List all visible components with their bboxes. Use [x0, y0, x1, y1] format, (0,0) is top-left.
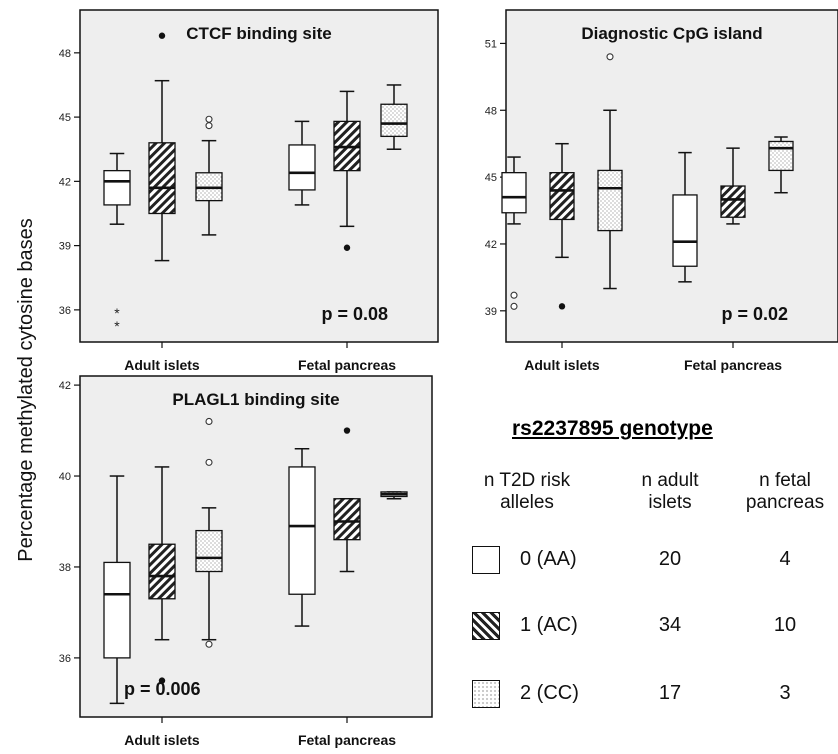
box-iqr — [103, 169, 131, 206]
legend-genotype-0: 0 (AA) — [520, 548, 577, 570]
outlier-point — [205, 640, 213, 648]
y-tick-label: 48 — [59, 48, 71, 60]
legend-title: rs2237895 genotype — [512, 417, 713, 440]
box-1-ac-adult — [148, 32, 176, 262]
box-1-ac-adult — [148, 466, 176, 684]
legend-n-fetal-0: 4 — [779, 548, 791, 570]
outlier-point — [205, 458, 213, 466]
box-2-cc-fetal — [768, 136, 794, 194]
outlier-point — [558, 303, 566, 310]
x-category-label: Fetal pancreas — [298, 732, 396, 748]
y-tick-label: 40 — [59, 471, 71, 483]
box-iqr — [288, 466, 316, 595]
outlier-point — [343, 244, 351, 251]
box-1-ac-fetal — [333, 90, 361, 251]
box-iqr — [333, 498, 361, 541]
box-0-aa-adult — [103, 475, 131, 705]
panel-title: PLAGL1 binding site — [172, 390, 339, 409]
y-tick-label: 36 — [59, 653, 71, 665]
box-iqr — [549, 172, 575, 221]
box-0-aa-adult: ** — [103, 152, 131, 334]
outlier-point — [510, 302, 518, 310]
outlier-point — [158, 32, 166, 39]
legend-swatch-2-cc — [472, 680, 500, 708]
legend-header-adult-islets: n adult islets — [641, 470, 699, 513]
outlier-star: * — [114, 318, 120, 334]
p-value-label: p = 0.08 — [321, 304, 388, 324]
box-0-aa-fetal — [288, 447, 316, 627]
legend-swatch-1-ac — [472, 612, 500, 640]
panel-title: Diagnostic CpG island — [581, 24, 762, 43]
chart-panels: CTCF binding site 36 39 42 45 48 Adult islets F… — [59, 9, 838, 748]
outlier-point — [510, 291, 518, 299]
x-category-label: Fetal pancreas — [684, 357, 782, 373]
outlier-point — [205, 417, 213, 426]
y-tick-label: 45 — [59, 112, 71, 124]
p-value-label: p = 0.006 — [124, 679, 201, 699]
box-iqr — [148, 142, 176, 215]
box-0-aa-fetal — [672, 151, 698, 283]
panel-frame — [79, 9, 439, 343]
panel-1: CTCF binding site 36 39 42 45 48 Adult islets F… — [59, 9, 439, 373]
panel-frame — [79, 375, 433, 718]
legend-swatch-0-aa — [472, 546, 500, 574]
outlier-point — [343, 427, 351, 434]
y-tick-label: 51 — [485, 38, 497, 50]
legend-n-adult-0: 20 — [658, 548, 682, 570]
y-tick-label: 38 — [59, 562, 71, 574]
box-1-ac-fetal — [333, 427, 361, 573]
box-1-ac-adult — [549, 142, 575, 310]
p-value-label: p = 0.02 — [721, 304, 788, 324]
panel-2: Diagnostic CpG island 39 42 45 48 51 Adult isl… — [485, 9, 838, 373]
y-tick-label: 42 — [59, 380, 71, 392]
y-tick-label: 45 — [485, 172, 497, 184]
box-iqr — [380, 103, 408, 138]
box-iqr — [501, 172, 527, 214]
box-2-cc-adult — [597, 53, 623, 290]
box-iqr — [288, 144, 316, 191]
box-iqr — [103, 561, 131, 659]
legend-n-fetal-1: 10 — [773, 614, 797, 636]
x-category-label: Fetal pancreas — [298, 357, 396, 373]
y-tick-label: 42 — [485, 239, 497, 251]
box-iqr — [148, 543, 176, 600]
box-2-cc-adult — [195, 417, 223, 648]
y-tick-label: 42 — [59, 176, 71, 188]
panel-3: PLAGL1 binding site 36 38 40 42 Adult islets F… — [59, 375, 433, 748]
panel-title: CTCF binding site — [186, 24, 331, 43]
y-tick-label: 39 — [485, 306, 497, 318]
legend-n-adult-1: 34 — [658, 614, 682, 636]
box-iqr — [720, 185, 746, 218]
x-category-label: Adult islets — [524, 357, 600, 373]
y-tick-label: 36 — [59, 305, 71, 317]
legend-n-fetal-2: 3 — [779, 682, 791, 704]
outlier-star: * — [114, 305, 120, 321]
legend-genotype-2: 2 (CC) — [520, 682, 579, 704]
box-0-aa-fetal — [288, 120, 316, 206]
box-2-cc-adult — [195, 115, 223, 236]
outlier-point — [158, 677, 166, 684]
box-2-cc-fetal — [380, 491, 408, 500]
x-category-label: Adult islets — [124, 357, 200, 373]
box-iqr — [597, 169, 623, 232]
box-iqr — [195, 529, 223, 573]
outlier-point — [205, 115, 213, 123]
box-iqr — [768, 140, 794, 172]
outlier-point — [606, 53, 614, 61]
legend-genotype-1: 1 (AC) — [520, 614, 578, 636]
y-tick-label: 39 — [59, 241, 71, 253]
legend-header-fetal-pancreas: n fetal pancreas — [745, 470, 825, 513]
legend-n-adult-2: 17 — [658, 682, 682, 704]
outlier-point — [205, 122, 213, 130]
y-tick-label: 48 — [485, 105, 497, 117]
y-axis-label: Percentage methylated cytosine bases — [15, 218, 37, 562]
box-iqr — [672, 194, 698, 267]
box-0-aa-adult — [501, 156, 527, 310]
x-category-label: Adult islets — [124, 732, 200, 748]
box-1-ac-fetal — [720, 147, 746, 225]
legend-header-risk-alleles: n T2D risk alleles — [483, 470, 571, 513]
box-2-cc-fetal — [380, 84, 408, 150]
